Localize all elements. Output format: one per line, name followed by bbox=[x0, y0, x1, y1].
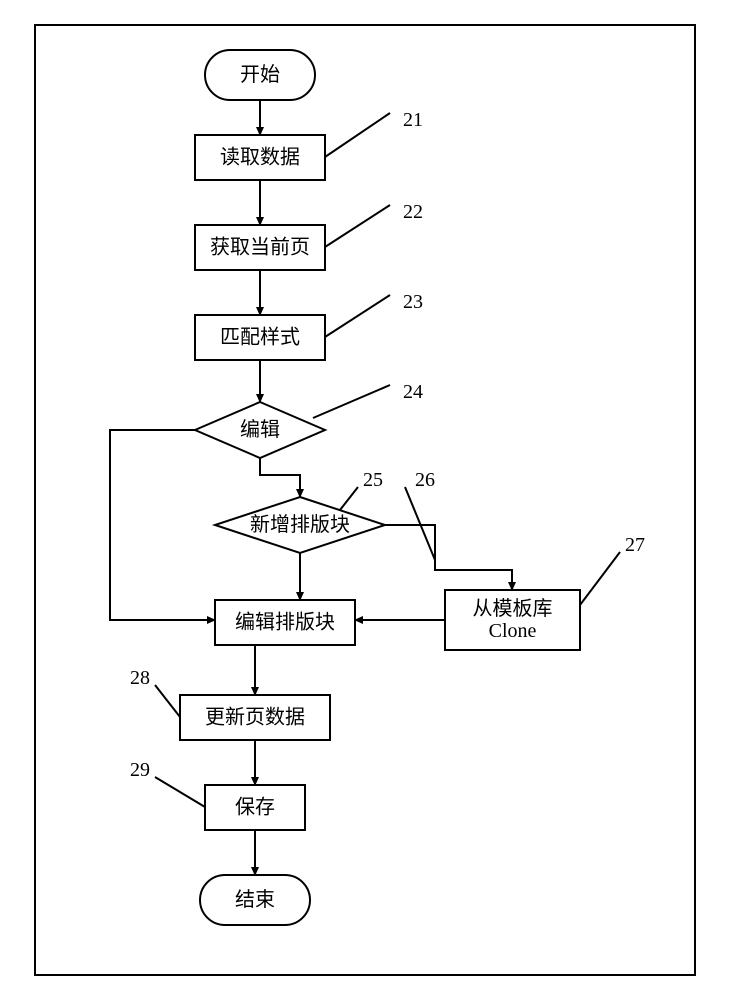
n27-label-2: Clone bbox=[489, 620, 537, 642]
node-n29: 保存 29 bbox=[130, 759, 305, 830]
flowchart: 开始读取数据 21 获取当前页 22 匹配样式 23 编辑 24 新增排版块 25 编辑排版块 26 从… bbox=[0, 0, 729, 1000]
n21-leader bbox=[325, 113, 390, 157]
n27-label-1: 从模板库 bbox=[473, 597, 553, 620]
node-n23: 匹配样式 23 bbox=[195, 291, 423, 360]
n28-num: 28 bbox=[130, 667, 150, 689]
n24-num: 24 bbox=[403, 381, 423, 403]
node-end: 结束 bbox=[200, 875, 310, 925]
n27-leader bbox=[580, 552, 620, 605]
n27-num: 27 bbox=[625, 534, 645, 556]
node-n24: 编辑 24 bbox=[195, 381, 423, 458]
edge-4 bbox=[260, 458, 300, 497]
edge-8 bbox=[110, 430, 215, 620]
n25-label: 新增排版块 bbox=[250, 513, 350, 536]
n21-label: 读取数据 bbox=[220, 146, 300, 169]
n24-label: 编辑 bbox=[240, 418, 280, 441]
n29-leader bbox=[155, 777, 205, 807]
end-label: 结束 bbox=[235, 888, 275, 911]
n29-num: 29 bbox=[130, 759, 150, 781]
node-n26: 编辑排版块 26 bbox=[215, 469, 435, 645]
node-start: 开始 bbox=[205, 50, 315, 100]
n21-num: 21 bbox=[403, 109, 423, 131]
n24-leader bbox=[313, 385, 390, 418]
frame bbox=[35, 25, 695, 975]
n28-label: 更新页数据 bbox=[205, 706, 305, 729]
n26-leader bbox=[405, 487, 435, 560]
n26-label: 编辑排版块 bbox=[235, 611, 335, 634]
start-label: 开始 bbox=[240, 63, 280, 86]
n23-label: 匹配样式 bbox=[220, 326, 300, 349]
node-n27: 从模板库Clone 27 bbox=[445, 534, 645, 650]
n25-leader bbox=[340, 487, 358, 510]
n25-num: 25 bbox=[363, 469, 383, 491]
node-n28: 更新页数据 28 bbox=[130, 667, 330, 740]
node-n22: 获取当前页 22 bbox=[195, 201, 423, 270]
edges bbox=[110, 100, 512, 875]
n28-leader bbox=[155, 685, 180, 717]
n26-num: 26 bbox=[415, 469, 435, 491]
node-n21: 读取数据 21 bbox=[195, 109, 423, 180]
nodes: 开始读取数据 21 获取当前页 22 匹配样式 23 编辑 24 新增排版块 25 编辑排版块 26 从… bbox=[130, 50, 645, 925]
n29-label: 保存 bbox=[235, 796, 275, 819]
n23-num: 23 bbox=[403, 291, 423, 313]
edge-6 bbox=[385, 525, 512, 590]
n23-leader bbox=[325, 295, 390, 337]
n22-label: 获取当前页 bbox=[210, 236, 310, 259]
n22-num: 22 bbox=[403, 201, 423, 223]
n22-leader bbox=[325, 205, 390, 247]
